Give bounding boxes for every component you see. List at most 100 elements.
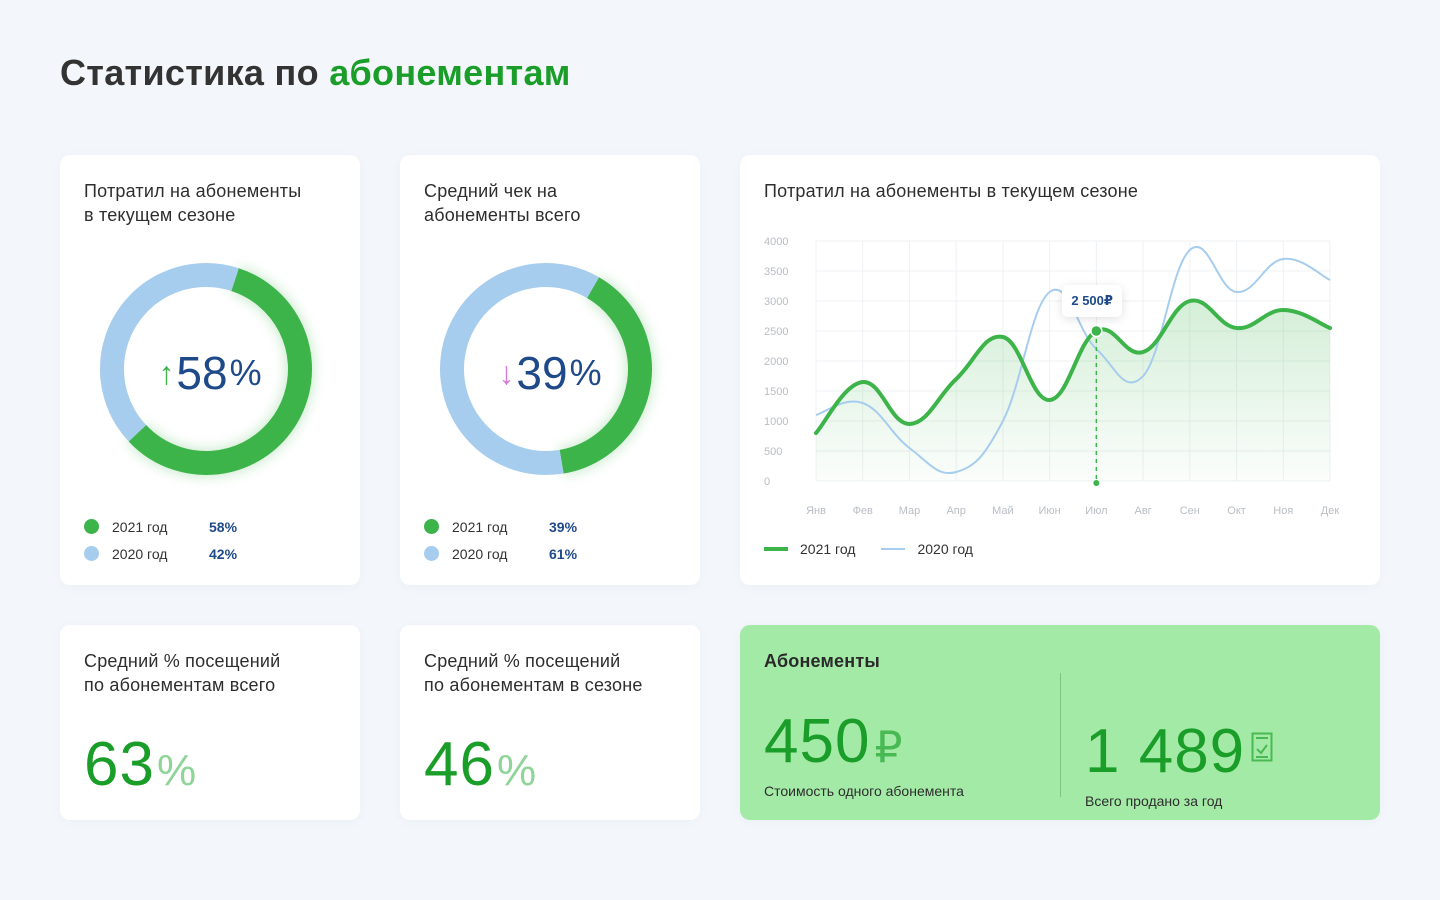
legend-dot-2020 xyxy=(84,546,99,561)
donut-chart-svg xyxy=(100,263,312,475)
big-number: 46 xyxy=(424,730,495,799)
card-title-line1: Потратил на абонементы xyxy=(84,181,302,201)
big-number: 63 xyxy=(84,730,155,799)
legend-value: 39% xyxy=(549,518,578,535)
series-2021-line xyxy=(814,298,1332,435)
donut-chart: ↑ 58 % xyxy=(100,263,320,483)
legend-item-2020: 2020 год 61% xyxy=(424,540,577,567)
visits-total-value: 63% xyxy=(84,729,196,800)
page-title: Статистика по абонементам xyxy=(60,52,571,94)
donut-center: ↑ 58 % xyxy=(100,263,320,483)
legend-swatch-2020 xyxy=(881,548,906,550)
sold-value-row: 1 489 xyxy=(1085,709,1273,785)
x-tick-label: Янв xyxy=(806,505,826,517)
price-value: 450 xyxy=(764,707,871,776)
price-block: 450 ₽ Стоимость одного абонемента xyxy=(764,709,964,800)
sold-value: 1 489 xyxy=(1085,717,1246,786)
card-title: Потратил на абонементы в текущем сезоне xyxy=(764,179,1138,203)
y-tick-label: 2500 xyxy=(764,326,788,338)
card-title-line2: по абонементам всего xyxy=(84,675,276,695)
donut-legend: 2021 год 58% 2020 год 42% xyxy=(84,513,237,567)
x-tick-label: Сен xyxy=(1180,505,1200,517)
donut-value: 58 xyxy=(176,347,228,399)
donut-slice-2020 xyxy=(100,263,312,475)
y-tick-label: 3500 xyxy=(764,266,788,278)
y-tick-label: 3000 xyxy=(764,296,788,308)
x-tick-label: Мар xyxy=(899,505,921,517)
card-title-line1: Средний % посещений xyxy=(424,651,621,671)
ruble-icon: ₽ xyxy=(874,723,904,772)
x-tick-label: Ноя xyxy=(1273,505,1293,517)
x-tick-label: Окт xyxy=(1227,505,1246,517)
donut-value: 39 xyxy=(516,347,568,399)
legend-value: 58% xyxy=(209,518,238,535)
sold-caption: Всего продано за год xyxy=(1085,793,1223,809)
donut-legend: 2021 год 39% 2020 год 61% xyxy=(424,513,577,567)
price-value-row: 450 ₽ xyxy=(764,709,964,775)
page-title-prefix: Статистика по xyxy=(60,52,319,93)
card-spent-donut: Потратил на абонементы в текущем сезоне … xyxy=(60,155,360,585)
legend-item-2021: 2021 год 58% xyxy=(84,513,237,540)
x-tick-label: Дек xyxy=(1321,505,1340,517)
legend-item-2021: 2021 год xyxy=(764,541,855,557)
series-2020-line xyxy=(815,246,1331,475)
big-number-unit: % xyxy=(156,746,197,795)
card-title-line1: Средний чек на xyxy=(424,181,558,201)
highlight-base-dot xyxy=(1093,480,1100,486)
x-tick-label: Май xyxy=(992,505,1014,517)
donut-unit: % xyxy=(569,352,602,393)
donut-chart: ↓ 39 % xyxy=(440,263,660,483)
legend-label: 2020 год xyxy=(917,541,973,557)
card-title: Средний чек на абонементы всего xyxy=(424,179,581,227)
series-2021-area xyxy=(816,300,1330,481)
donut-chart-svg xyxy=(440,263,652,475)
arrow-up-icon: ↑ xyxy=(158,354,175,391)
card-visits-total: Средний % посещений по абонементам всего… xyxy=(60,625,360,820)
highlight-point[interactable] xyxy=(1090,324,1103,338)
legend-label: 2021 год xyxy=(112,518,168,535)
legend-label: 2020 год xyxy=(452,545,508,562)
sold-block: 1 489 Всего продано за год xyxy=(1085,709,1273,809)
y-tick-label: 4000 xyxy=(764,236,788,248)
y-tick-label: 500 xyxy=(764,446,782,458)
donut-slice-2020 xyxy=(440,263,652,475)
card-title: Средний % посещений по абонементам в сез… xyxy=(424,649,643,697)
page-title-accent: абонементам xyxy=(329,52,571,93)
card-title: Потратил на абонементы в текущем сезоне xyxy=(84,179,301,227)
legend-value: 42% xyxy=(209,545,238,562)
card-avg-check-donut: Средний чек на абонементы всего ↓ 39 % 2… xyxy=(400,155,700,585)
legend-item-2021: 2021 год 39% xyxy=(424,513,577,540)
legend-label: 2021 год xyxy=(452,518,508,535)
receipt-check-icon xyxy=(1251,709,1273,775)
x-tick-label: Авг xyxy=(1134,505,1151,517)
legend-item-2020: 2020 год xyxy=(881,541,973,557)
y-tick-label: 1500 xyxy=(764,386,788,398)
legend-dot-2020 xyxy=(424,546,439,561)
line-chart-legend: 2021 год 2020 год xyxy=(764,541,999,557)
legend-label: 2020 год xyxy=(112,545,168,562)
subscriptions-title: Абонементы xyxy=(764,651,880,671)
line-chart-svg: 0 500 1000 1500 2000 2500 3000 3500 4000 Янв Фев Ма… xyxy=(764,236,1340,517)
y-tick-label: 2000 xyxy=(764,356,788,368)
card-title: Абонементы xyxy=(764,649,880,673)
card-line-chart: Потратил на абонементы в текущем сезоне … xyxy=(740,155,1380,585)
visits-season-value: 46% xyxy=(424,729,536,800)
y-tick-label: 0 xyxy=(764,476,770,488)
arrow-down-icon: ↓ xyxy=(498,354,515,391)
legend-dot-2021 xyxy=(84,519,99,534)
y-tick-label: 1000 xyxy=(764,416,788,428)
x-tick-label: Июл xyxy=(1085,505,1107,517)
card-title-line2: по абонементам в сезоне xyxy=(424,675,643,695)
legend-item-2020: 2020 год 42% xyxy=(84,540,237,567)
legend-swatch-2021 xyxy=(764,547,788,551)
x-tick-label: Апр xyxy=(946,505,965,517)
chart-tooltip: 2 500₽ xyxy=(1062,285,1122,317)
donut-unit: % xyxy=(229,352,262,393)
price-caption: Стоимость одного абонемента xyxy=(764,783,964,799)
card-visits-season: Средний % посещений по абонементам в сез… xyxy=(400,625,700,820)
card-title-line2: абонементы всего xyxy=(424,205,581,225)
x-tick-label: Фев xyxy=(853,505,873,517)
legend-label: 2021 год xyxy=(800,541,856,557)
big-number-unit: % xyxy=(496,746,537,795)
legend-value: 61% xyxy=(549,545,578,562)
